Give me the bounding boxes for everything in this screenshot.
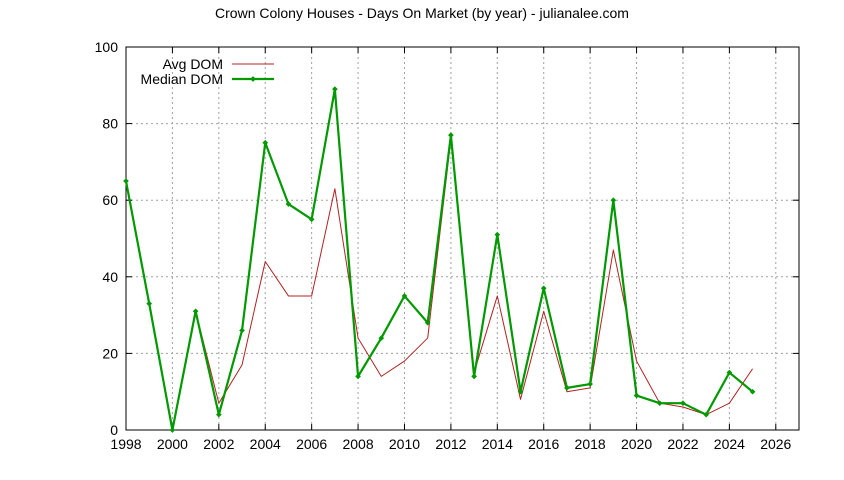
x-tick-label: 2000	[157, 436, 188, 452]
legend-marker-median-dom	[250, 76, 256, 82]
median-dom-point	[517, 388, 524, 395]
series-lines	[123, 86, 756, 433]
median-dom-point	[726, 369, 733, 376]
median-dom-point	[123, 178, 129, 184]
median-dom-point	[146, 300, 153, 307]
chart-title: Crown Colony Houses - Days On Market (by…	[215, 5, 629, 21]
median-dom-point	[308, 216, 315, 223]
median-dom-point	[262, 139, 269, 146]
median-dom-point	[355, 373, 361, 380]
median-dom-point	[169, 427, 176, 433]
x-tick-label: 2020	[621, 436, 652, 452]
y-tick-label: 100	[95, 39, 119, 55]
x-tick-label: 2026	[760, 436, 791, 452]
plot-frame	[125, 46, 800, 431]
y-tick-label: 40	[102, 269, 118, 285]
median-dom-point	[749, 388, 756, 395]
median-dom-point	[633, 392, 640, 399]
median-dom-point	[587, 381, 593, 387]
x-tick-label: 2018	[575, 436, 606, 452]
x-tick-label: 2008	[342, 436, 373, 452]
x-tick-label: 2022	[667, 436, 698, 452]
x-tick-label: 2016	[528, 436, 559, 452]
median-dom-point	[494, 231, 501, 238]
median-dom-line	[124, 88, 754, 432]
avg-dom-line	[125, 138, 754, 431]
median-dom-point	[448, 132, 454, 138]
y-tick-label: 0	[110, 422, 118, 438]
median-dom-point	[471, 373, 477, 380]
x-tick-label: 2002	[203, 436, 234, 452]
x-tick-label: 2024	[714, 436, 745, 452]
grid-lines	[126, 47, 799, 430]
median-dom-point	[610, 197, 617, 204]
x-tick-label: 2004	[250, 436, 281, 452]
median-dom-point	[239, 327, 245, 334]
y-tick-label: 80	[102, 116, 118, 132]
median-dom-point	[703, 411, 710, 418]
median-dom-point	[540, 285, 547, 292]
y-tick-label: 20	[102, 345, 118, 361]
y-tick-label: 60	[102, 192, 118, 208]
x-tick-label: 2012	[435, 436, 466, 452]
median-dom-point	[680, 400, 686, 407]
median-dom-point	[215, 411, 222, 418]
median-dom-point	[192, 308, 199, 315]
x-tick-label: 2010	[389, 436, 420, 452]
median-dom-point	[378, 335, 385, 341]
legend-label-avg-dom: Avg DOM	[163, 56, 223, 72]
x-tick-label: 1998	[110, 436, 141, 452]
legend-label-median-dom: Median DOM	[141, 71, 223, 87]
median-dom-point	[285, 201, 292, 207]
median-dom-point	[656, 400, 663, 407]
median-dom-point	[564, 385, 570, 391]
x-tick-label: 2014	[482, 436, 513, 452]
median-dom-point	[332, 86, 338, 92]
axis-ticks: 0 20 40 60 80 100 1998 2000 2002 2004 2006 2008 2010…	[95, 39, 799, 452]
median-dom-point	[424, 319, 431, 326]
median-dom-point	[401, 293, 408, 299]
x-tick-label: 2006	[296, 436, 327, 452]
